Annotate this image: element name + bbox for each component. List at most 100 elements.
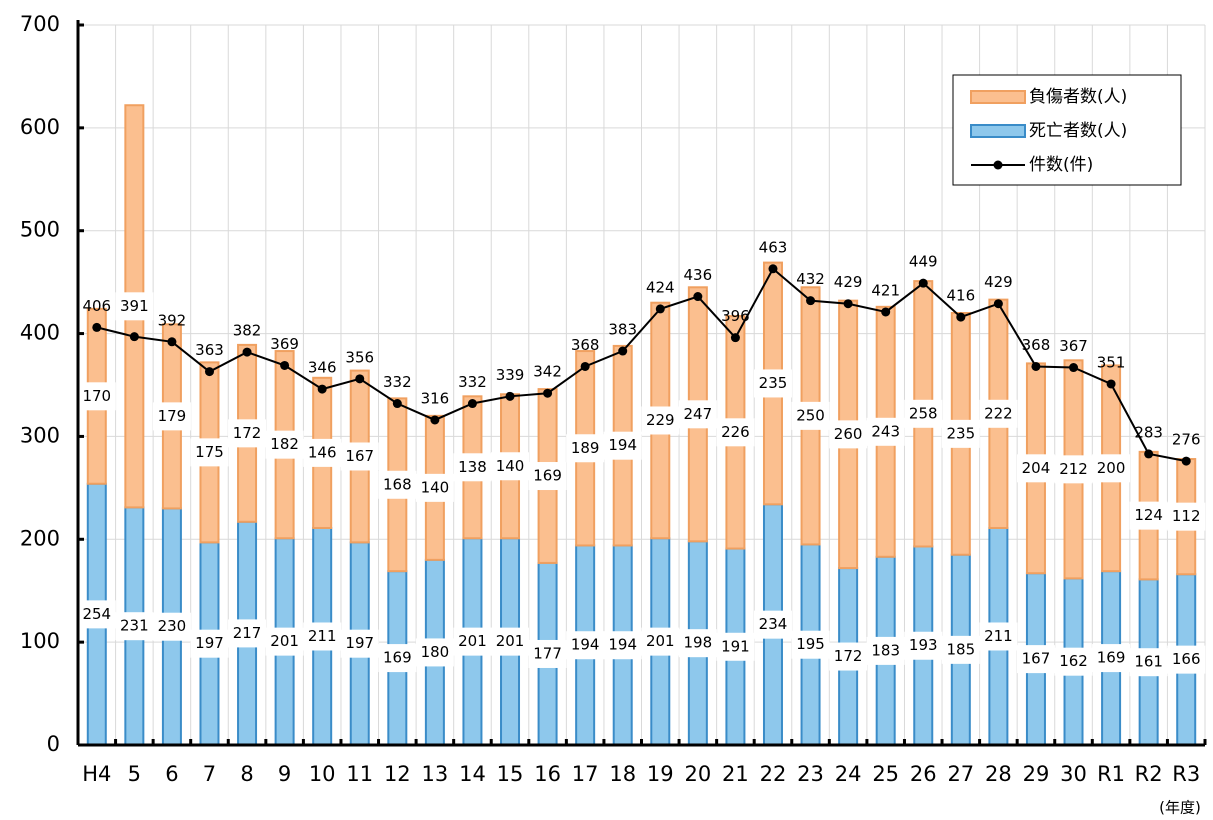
line-point [881, 307, 891, 317]
value-label-bg [453, 453, 492, 482]
value-label-bg [1054, 647, 1093, 676]
value-label: 247 [684, 405, 713, 423]
value-label: 283 [1134, 423, 1163, 441]
value-label-bg [528, 462, 567, 491]
value-label: 258 [909, 404, 938, 422]
value-label: 231 [120, 617, 149, 635]
line-point [956, 312, 966, 322]
value-label: 235 [759, 374, 788, 392]
value-label-bg [491, 452, 530, 481]
value-label: 235 [946, 424, 975, 442]
y-tick-label: 500 [20, 218, 60, 242]
value-label: 432 [796, 270, 825, 288]
value-label-bg [716, 418, 755, 447]
x-tick-label: 13 [422, 762, 449, 786]
line-point [204, 367, 214, 377]
value-label-bg [115, 292, 154, 321]
value-label-bg [1092, 454, 1131, 483]
value-label-bg [678, 400, 717, 429]
value-label: 167 [1022, 650, 1051, 668]
value-label: 243 [871, 422, 900, 440]
value-label: 172 [233, 424, 262, 442]
x-tick-label: 9 [278, 762, 291, 786]
x-tick-label: 15 [497, 762, 524, 786]
value-label: 193 [909, 636, 938, 654]
x-tick-label: 21 [722, 762, 749, 786]
value-label-bg [378, 470, 417, 499]
line-point [618, 346, 628, 356]
x-tick-label: R1 [1097, 762, 1125, 786]
value-label-bg [678, 629, 717, 658]
value-label: 356 [345, 348, 374, 366]
line [96, 267, 1187, 463]
line-point [467, 399, 477, 409]
value-label: 167 [345, 447, 374, 465]
value-label-bg [265, 430, 304, 459]
value-label: 342 [533, 363, 562, 381]
value-label: 382 [233, 322, 262, 340]
value-label: 429 [834, 273, 863, 291]
value-label-bg [190, 629, 229, 658]
value-label: 316 [421, 389, 450, 407]
value-label: 392 [158, 311, 187, 329]
value-label: 183 [871, 641, 900, 659]
value-label: 436 [684, 266, 713, 284]
line-point [580, 361, 590, 371]
value-label-bg [415, 473, 454, 502]
value-label-bg [303, 622, 342, 651]
value-label-bg [1129, 648, 1168, 677]
value-label: 332 [458, 373, 487, 391]
value-label: 169 [383, 649, 412, 667]
x-tick-label: 11 [346, 762, 373, 786]
value-label: 169 [533, 467, 562, 485]
value-label-bg [228, 419, 267, 448]
value-label: 189 [571, 439, 600, 457]
legend-swatch [970, 90, 1026, 104]
legend-label: 死亡者数(人) [1029, 121, 1127, 141]
value-label-bg [904, 399, 943, 428]
value-label: 212 [1059, 460, 1088, 478]
value-label-bg [904, 631, 943, 660]
x-tick-label: 25 [872, 762, 899, 786]
value-label: 112 [1172, 507, 1201, 525]
value-label: 406 [82, 297, 111, 315]
x-tick-label: 26 [910, 762, 937, 786]
line-point [843, 299, 853, 309]
line-point [355, 374, 365, 384]
value-label-bg [77, 382, 116, 411]
value-label: 169 [1097, 649, 1126, 667]
value-label-bg [265, 627, 304, 656]
value-label-bg [753, 369, 792, 398]
value-label-bg [1129, 501, 1168, 530]
line-point [92, 322, 102, 332]
value-label-bg [641, 406, 680, 435]
value-label: 351 [1097, 353, 1126, 371]
value-label: 226 [721, 423, 750, 441]
value-label-bg [603, 431, 642, 460]
x-tick-label: 28 [985, 762, 1012, 786]
y-tick-label: 700 [20, 12, 60, 36]
value-label: 162 [1059, 652, 1088, 670]
value-label-bg [791, 401, 830, 430]
value-label: 140 [421, 478, 450, 496]
value-label: 194 [608, 436, 637, 454]
x-tick-label: 22 [760, 762, 787, 786]
value-label: 332 [383, 373, 412, 391]
value-label: 463 [759, 238, 788, 256]
value-label-bg [152, 612, 191, 641]
line-point [1031, 361, 1041, 371]
value-label-bg [415, 638, 454, 667]
value-label: 449 [909, 253, 938, 271]
line-point [317, 384, 327, 394]
value-label: 168 [383, 475, 412, 493]
legend-swatch [970, 124, 1026, 138]
y-tick-label: 300 [20, 423, 60, 447]
value-label: 175 [195, 443, 224, 461]
value-label: 367 [1059, 337, 1088, 355]
value-label-bg [641, 627, 680, 656]
value-label: 185 [946, 640, 975, 658]
value-label-bg [453, 627, 492, 656]
value-label: 197 [345, 634, 374, 652]
y-tick-label: 100 [20, 629, 60, 653]
